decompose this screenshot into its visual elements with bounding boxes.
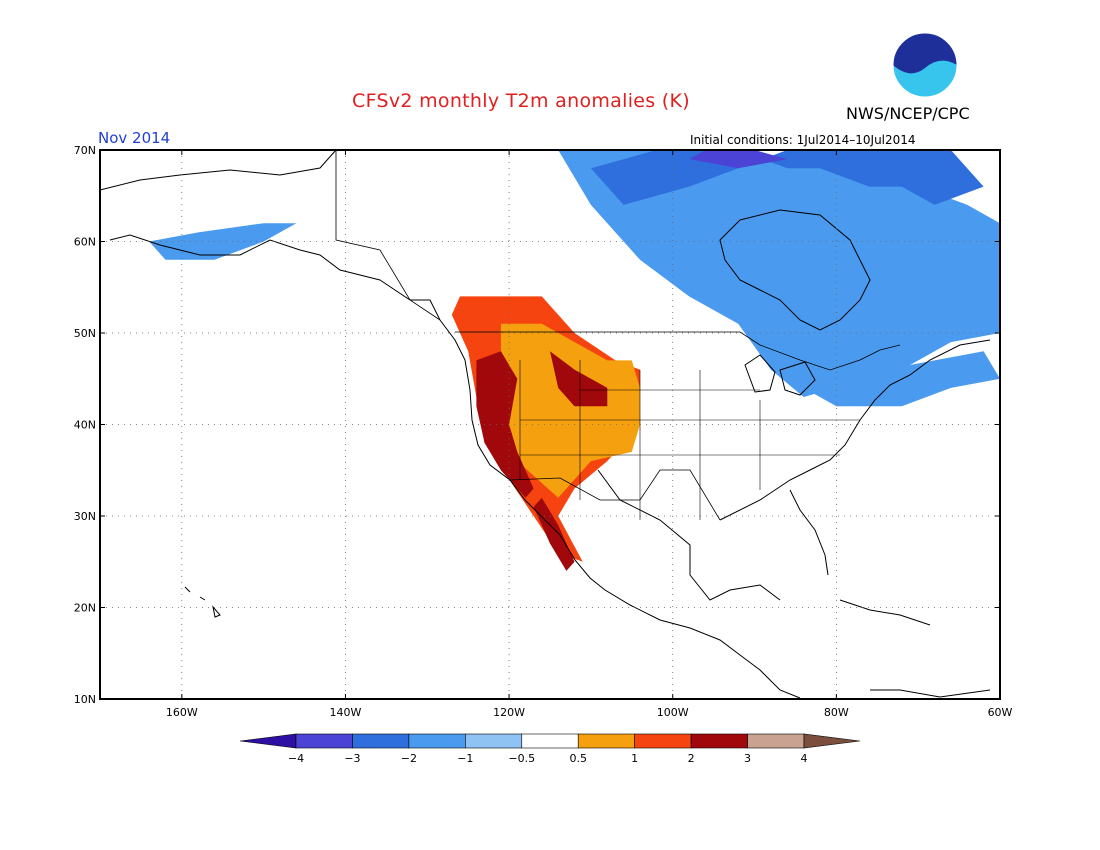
anomaly-region-canada-north-cool [558,150,1000,397]
colorbar-bin [690,733,748,749]
colorbar-bin [352,733,410,749]
lat-tick-label: 40N [74,419,96,432]
colorbar-label: −1 [457,752,473,765]
anomaly-region-great-basin-warm [500,323,640,498]
colorbar-label: 2 [688,752,695,765]
colorbar-bin [239,733,297,749]
lon-tick-label: 120W [493,706,525,719]
colorbar-label: −2 [401,752,417,765]
noaa-logo [892,32,958,98]
anomaly-region-hudson-strong-cool [590,150,984,205]
colorbar-bin [465,733,523,749]
anomaly-region-arctic-very-cool [689,150,788,169]
colorbar-label: 3 [744,752,751,765]
colorbar-bin [803,733,861,749]
colorbar-bin [634,733,692,749]
lat-tick-label: 70N [74,144,96,157]
colorbar-bin [577,733,635,749]
agency-label: NWS/NCEP/CPC [846,104,970,123]
colorbar-label: 1 [631,752,638,765]
lat-tick-label: 20N [74,602,96,615]
lon-tick-label: 160W [166,706,198,719]
colorbar-bin [408,733,466,749]
initial-conditions-label: Initial conditions: 1Jul2014–10Jul2014 [690,133,916,147]
lat-tick-label: 30N [74,510,96,523]
map-axes: 160W 140W 120W 100W 80W 60W 10N 20N 30N 40N 50N 60N… [74,144,1013,719]
colorbar-label: −3 [344,752,360,765]
anomaly-region-baja-strong-warm [533,497,575,571]
graticule [100,150,1000,699]
colorbar-bin [521,733,579,749]
colorbar-label: −0.5 [508,752,535,765]
lat-tick-label: 10N [74,693,96,706]
anomaly-region-alaska-cool [149,223,297,260]
lon-tick-label: 80W [824,706,849,719]
valid-month-label: Nov 2014 [98,129,171,147]
colorbar-label: 4 [801,752,808,765]
colorbar-bin [295,733,353,749]
lon-tick-label: 140W [330,706,362,719]
lon-tick-label: 100W [657,706,689,719]
colorbar-label: −4 [288,752,304,765]
anomaly-region-montana-strong-warm [550,351,608,407]
lat-tick-label: 60N [74,236,96,249]
anomaly-region-great-lakes-cool [787,351,1000,407]
anomaly-fields [149,150,1000,571]
coastlines [99,149,991,699]
colorbar-label: 0.5 [569,752,587,765]
lon-tick-label: 60W [988,706,1013,719]
colorbar-bin [747,733,805,749]
colorbar: −4 −3 −2 −1 −0.5 0.5 1 2 3 4 [239,733,861,765]
lat-tick-label: 50N [74,327,96,340]
anomaly-region-california-strong-warm [476,351,534,498]
map-title: CFSv2 monthly T2m anomalies (K) [352,90,690,112]
